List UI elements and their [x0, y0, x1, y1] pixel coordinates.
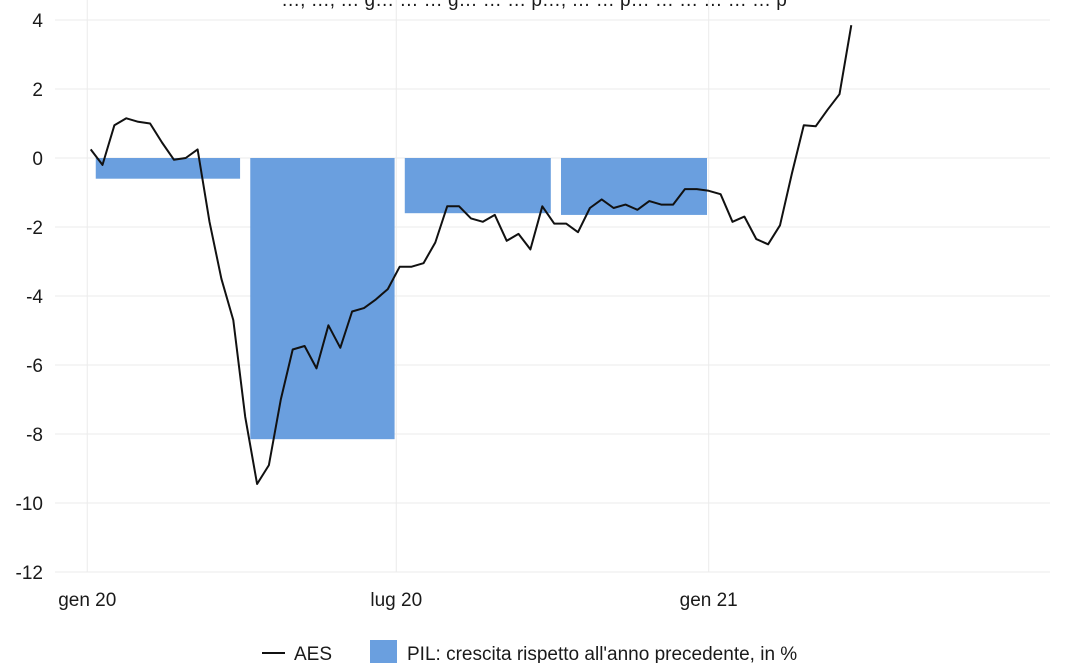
bar-2020-Q3 — [404, 158, 551, 214]
legend-item-pil: PIL: crescita rispetto all'anno preceden… — [370, 640, 797, 663]
legend-label-pil: PIL: crescita rispetto all'anno preceden… — [407, 644, 797, 663]
x-axis: gen 20 lug 20 gen 21 — [58, 590, 738, 611]
y-tick-label: 4 — [32, 11, 43, 32]
y-tick-label: -6 — [26, 356, 43, 377]
chart-title-group: …, …, … g… … … g… … … p…, … … p… … … … …… — [281, 0, 787, 11]
y-tick-label: -10 — [16, 494, 43, 515]
x-tick-label: gen 21 — [680, 590, 738, 611]
y-tick-label: -2 — [26, 218, 43, 239]
y-tick-label: -8 — [26, 425, 43, 446]
legend-item-aes: AES — [262, 644, 332, 663]
bar-2020-Q1 — [95, 158, 241, 179]
bar-2020-Q4 — [560, 158, 708, 215]
legend-box-swatch — [370, 640, 397, 663]
bar-series — [95, 158, 708, 440]
y-tick-label: -4 — [26, 287, 43, 308]
x-tick-label: lug 20 — [370, 590, 422, 611]
y-tick-label: 2 — [32, 80, 43, 101]
legend: AES PIL: crescita rispetto all'anno prec… — [262, 640, 797, 663]
line-series — [89, 25, 853, 485]
bar-2020-Q2 — [250, 158, 395, 440]
x-tick-label: gen 20 — [58, 590, 116, 611]
y-axis: 4 2 0 -2 -4 -6 -8 -10 -12 — [16, 11, 44, 584]
y-tick-label: -12 — [16, 563, 43, 584]
y-tick-label: 0 — [32, 149, 43, 170]
chart-title: …, …, … g… … … g… … … p…, … … p… … … … …… — [281, 0, 787, 11]
aes-line — [89, 25, 853, 485]
grid-lines — [55, 0, 1050, 573]
legend-label-aes: AES — [294, 644, 332, 663]
